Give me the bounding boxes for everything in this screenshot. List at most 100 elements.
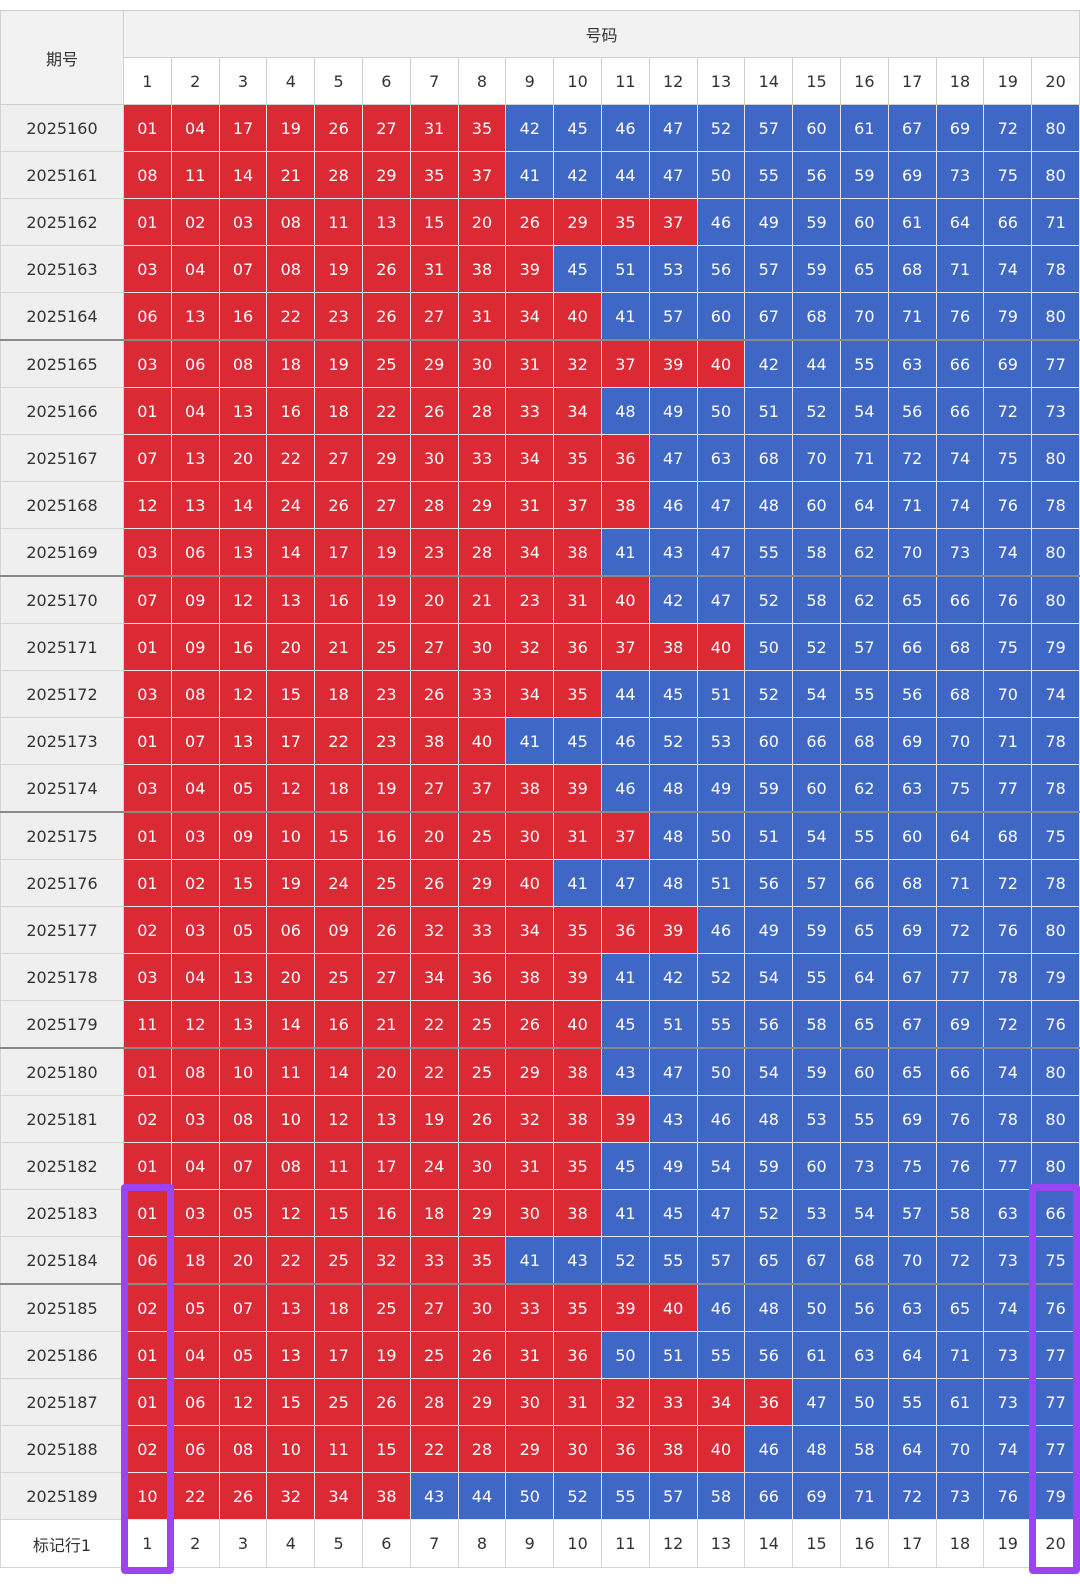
- number-cell: 34: [505, 434, 555, 482]
- number-cell: 38: [553, 1095, 602, 1143]
- number-cell: 68: [935, 623, 985, 671]
- number-cell: 35: [553, 906, 602, 954]
- number-cell: 58: [792, 1000, 841, 1049]
- number-cell: 28: [457, 1425, 507, 1473]
- marker-cell-13: 13: [696, 1519, 746, 1568]
- number-cell: 46: [696, 1095, 746, 1143]
- number-cell: 18: [266, 339, 316, 388]
- column-header-20: 20: [1031, 57, 1080, 105]
- number-cell: 26: [314, 481, 363, 529]
- period-cell: 2025164: [0, 292, 124, 341]
- number-cell: 72: [983, 859, 1033, 907]
- number-cell: 39: [553, 764, 602, 813]
- number-cell: 13: [170, 434, 220, 482]
- number-cell: 38: [553, 1047, 602, 1096]
- number-cell: 72: [935, 906, 985, 954]
- number-cell: 76: [1031, 1000, 1080, 1049]
- number-cell: 17: [314, 1331, 363, 1379]
- number-cell: 70: [839, 292, 889, 341]
- number-cell: 66: [792, 717, 841, 765]
- number-cell: 43: [553, 1236, 602, 1285]
- number-cell: 05: [218, 906, 268, 954]
- number-cell: 04: [170, 953, 220, 1001]
- number-cell: 76: [983, 1472, 1033, 1520]
- table-row: 2025178 03 04 13 20 25 27 34 36 38 39 41 42 52 54 55 64 6…: [0, 953, 1080, 1001]
- number-cell: 65: [839, 906, 889, 954]
- number-cell: 48: [648, 811, 698, 860]
- number-cell: 18: [314, 764, 363, 813]
- number-cell: 55: [792, 953, 841, 1001]
- column-header-6: 6: [361, 57, 411, 105]
- number-cell: 03: [170, 1189, 220, 1237]
- number-cell: 03: [123, 339, 172, 388]
- number-cell: 34: [553, 387, 602, 435]
- number-cell: 28: [409, 481, 459, 529]
- number-cell: 21: [457, 575, 507, 624]
- number-cell: 32: [409, 906, 459, 954]
- number-cell: 71: [839, 1472, 889, 1520]
- number-cell: 78: [1031, 245, 1080, 293]
- number-cell: 73: [983, 1378, 1033, 1426]
- number-cell: 73: [983, 1331, 1033, 1379]
- number-cell: 15: [314, 1189, 363, 1237]
- number-cell: 30: [457, 339, 507, 388]
- number-cell: 22: [409, 1047, 459, 1096]
- number-cell: 15: [266, 670, 316, 718]
- number-cell: 39: [553, 953, 602, 1001]
- number-cell: 73: [983, 1236, 1033, 1285]
- number-cell: 07: [123, 575, 172, 624]
- number-cell: 79: [1031, 953, 1080, 1001]
- number-cell: 14: [266, 1000, 316, 1049]
- number-cell: 10: [218, 1047, 268, 1096]
- number-cell: 74: [935, 481, 985, 529]
- number-cell: 80: [1031, 292, 1080, 341]
- period-cell: 2025160: [0, 104, 124, 152]
- number-cell: 76: [983, 481, 1033, 529]
- column-header-19: 19: [983, 57, 1033, 105]
- number-cell: 19: [266, 104, 316, 152]
- number-cell: 48: [744, 1095, 794, 1143]
- marker-cell-9: 9: [505, 1519, 555, 1568]
- number-cell: 28: [314, 151, 363, 199]
- number-cell: 55: [839, 339, 889, 388]
- number-cell: 28: [457, 528, 507, 577]
- number-cell: 04: [170, 764, 220, 813]
- column-header-8: 8: [457, 57, 507, 105]
- number-cell: 45: [600, 1000, 650, 1049]
- number-cell: 30: [505, 1378, 555, 1426]
- table-row: 2025183 01 03 05 12 15 16 18 29 30 38 41 45 47 52 53 54 5…: [0, 1189, 1080, 1237]
- number-cell: 34: [314, 1472, 363, 1520]
- number-cell: 62: [839, 764, 889, 813]
- number-cell: 51: [648, 1331, 698, 1379]
- number-cell: 58: [839, 1425, 889, 1473]
- number-cell: 01: [123, 717, 172, 765]
- number-cell: 26: [505, 1000, 555, 1049]
- number-cell: 53: [696, 717, 746, 765]
- number-cell: 45: [553, 245, 602, 293]
- number-cell: 39: [648, 906, 698, 954]
- number-cell: 21: [314, 623, 363, 671]
- number-cell: 22: [409, 1000, 459, 1049]
- number-cell: 49: [744, 906, 794, 954]
- number-cell: 08: [218, 1425, 268, 1473]
- number-cell: 25: [457, 1000, 507, 1049]
- number-cell: 35: [600, 198, 650, 246]
- number-cell: 02: [123, 1283, 172, 1332]
- number-cell: 11: [170, 151, 220, 199]
- number-cell: 41: [553, 859, 602, 907]
- number-cell: 59: [744, 1142, 794, 1190]
- number-cell: 01: [123, 1047, 172, 1096]
- number-cell: 78: [983, 1095, 1033, 1143]
- number-cell: 55: [839, 670, 889, 718]
- number-cell: 22: [170, 1472, 220, 1520]
- number-cell: 29: [553, 198, 602, 246]
- number-cell: 73: [935, 151, 985, 199]
- number-cell: 24: [266, 481, 316, 529]
- number-cell: 14: [218, 151, 268, 199]
- number-cell: 01: [123, 1331, 172, 1379]
- number-cell: 30: [457, 1142, 507, 1190]
- number-cell: 27: [409, 764, 459, 813]
- number-cell: 03: [123, 953, 172, 1001]
- number-cell: 04: [170, 1331, 220, 1379]
- number-cell: 12: [218, 670, 268, 718]
